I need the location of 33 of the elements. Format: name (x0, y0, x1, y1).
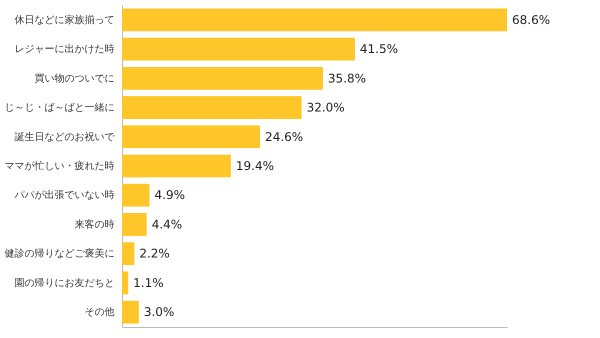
bar (122, 271, 128, 294)
data-label: 19.4% (236, 159, 274, 173)
data-label: 41.5% (360, 42, 398, 56)
y-tick-label: 誕生日などのお祝いで (14, 130, 116, 143)
data-label: 2.2% (139, 246, 170, 261)
y-tick-label: 健診の帰りなどご褒美に (4, 248, 114, 260)
bar (122, 184, 150, 207)
bar (122, 213, 147, 236)
bar (122, 8, 507, 32)
data-label: 35.8% (328, 71, 366, 86)
y-tick-label: ママが忙しい・疲れた時 (4, 160, 114, 172)
bar (122, 96, 302, 119)
data-label: 4.9% (154, 188, 185, 202)
y-tick-label: 来客の時 (74, 218, 114, 230)
data-label: 24.6% (265, 130, 304, 144)
y-tick-label: パパが出張でいない時 (14, 189, 114, 202)
data-label: 1.1% (133, 276, 164, 290)
y-tick-label: その他 (84, 306, 114, 318)
bar (122, 242, 134, 266)
y-tick-label: 休日などに家族揃って (14, 14, 114, 26)
y-tick-label: 買い物のついでに (34, 73, 114, 84)
bar (122, 125, 260, 148)
bar (122, 38, 355, 61)
data-label: 4.4% (152, 217, 182, 232)
bar (122, 300, 139, 324)
bar (122, 154, 231, 178)
bar (122, 66, 323, 90)
data-label: 68.6% (512, 12, 550, 27)
data-label: 3.0% (144, 305, 174, 320)
data-label: 32.0% (306, 100, 345, 115)
y-tick-label: 園の帰りにお友だちと (14, 276, 114, 289)
y-tick-label: レジャーに出かけた時 (14, 43, 114, 56)
y-tick-label: じ～じ・ば～ばと一緒に (4, 102, 114, 114)
